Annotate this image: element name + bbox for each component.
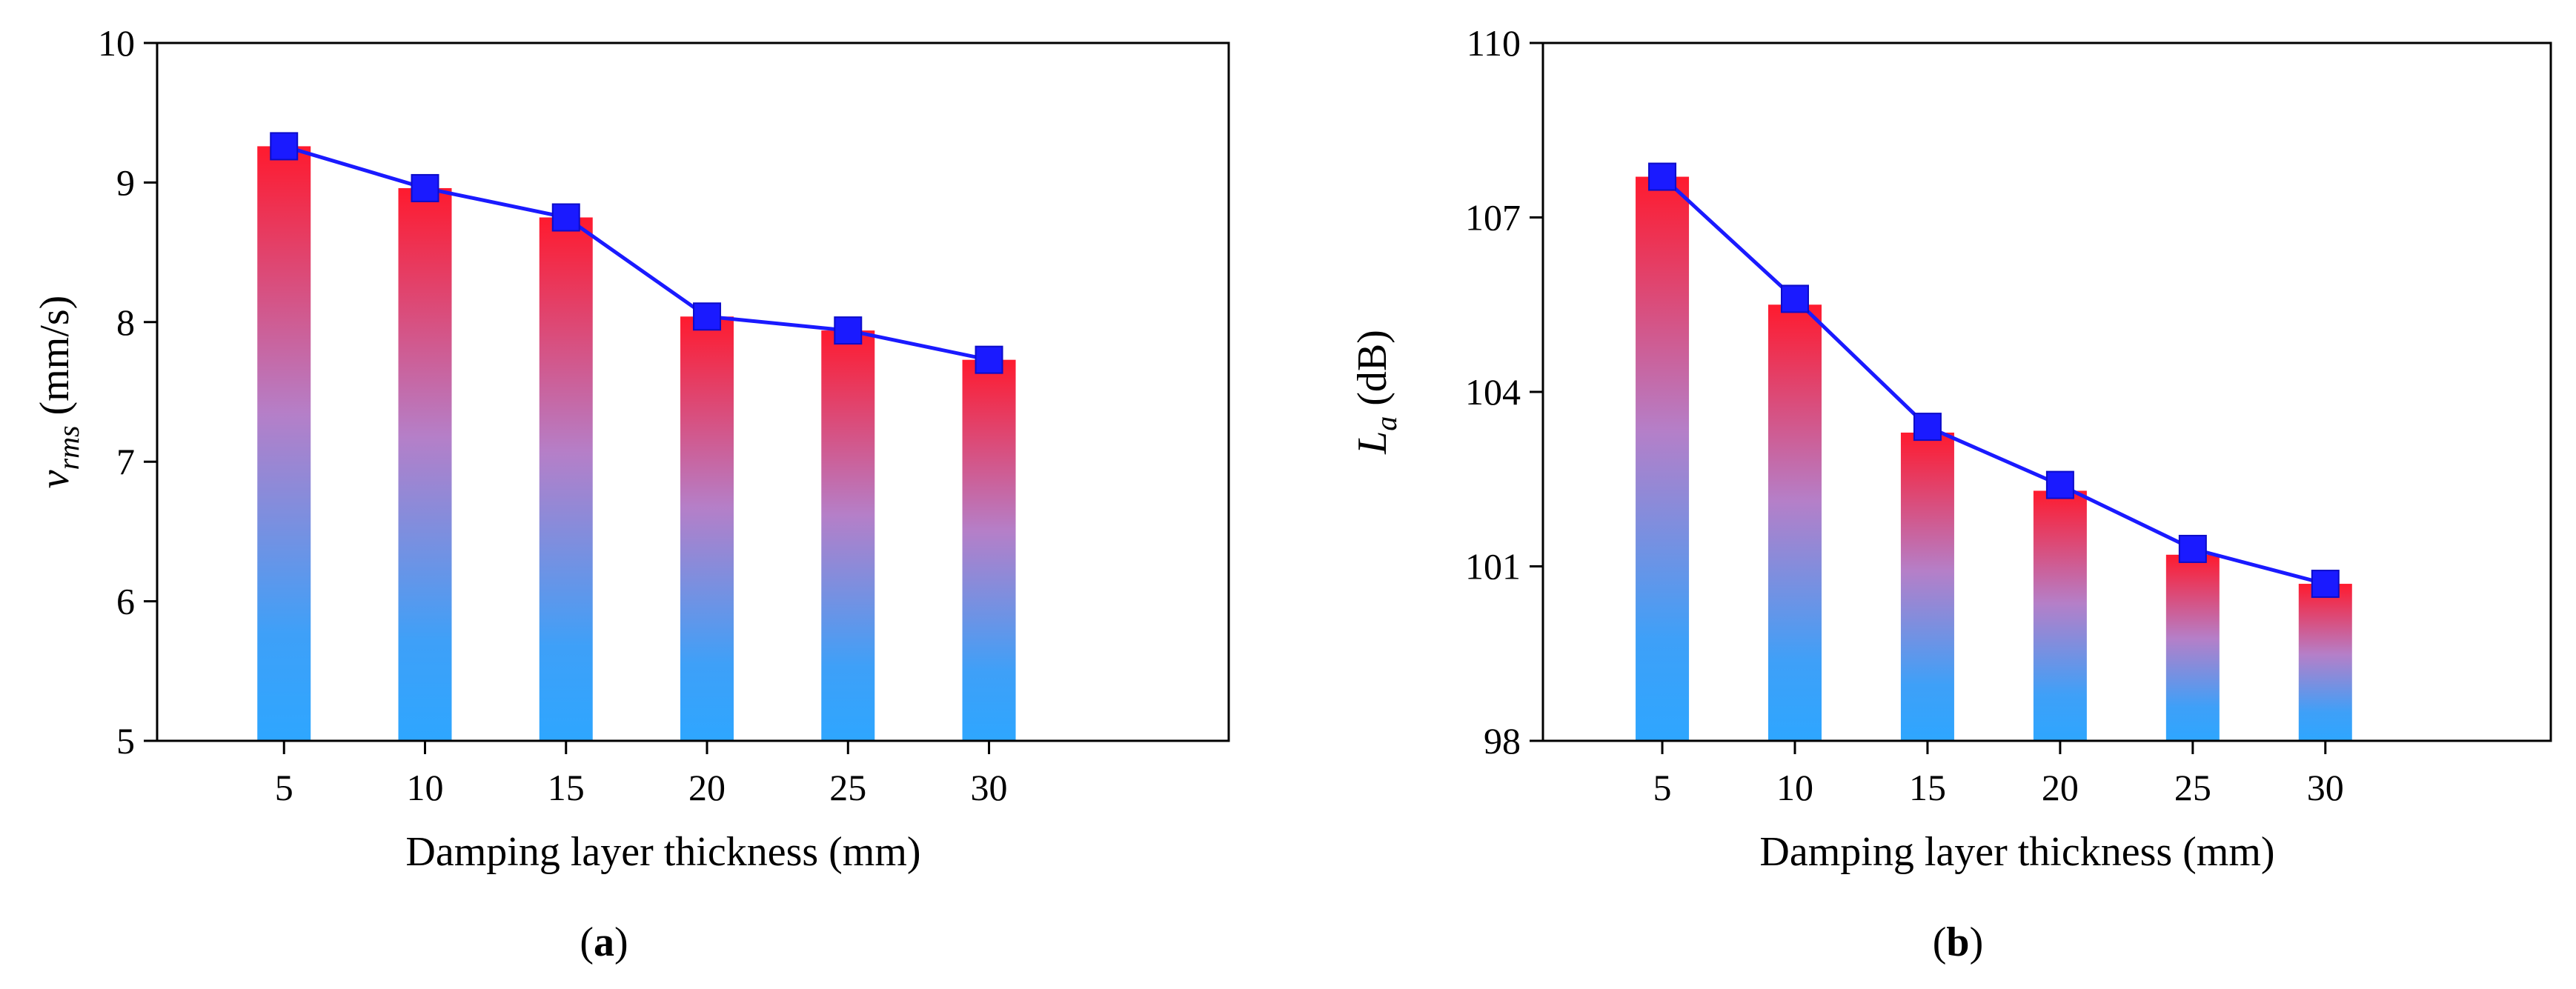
x-tick-label: 20 <box>2042 767 2079 808</box>
chart-panel-1: 5 6 7 8 9 10 5 10 15 20 25 30 Damping layer thicknes… <box>32 22 1230 965</box>
y-axis-subscript: rms <box>52 425 85 470</box>
x-tick-label: 10 <box>407 767 444 808</box>
series-point-20 <box>2045 470 2074 499</box>
panel-label-letter: b <box>1946 919 1969 965</box>
panel-label: (b) <box>1933 919 1983 965</box>
series-point-20 <box>693 302 722 331</box>
series-line <box>1661 175 2326 586</box>
bar-25 <box>821 330 875 741</box>
series-point-30 <box>2311 570 2340 599</box>
panel-label-letter: a <box>594 919 614 965</box>
bar-30 <box>2298 584 2352 741</box>
y-axis-symbol: L <box>1350 431 1395 455</box>
x-tick-label: 5 <box>1653 767 1672 808</box>
x-tick-label: 30 <box>2307 767 2344 808</box>
x-tick-label: 15 <box>1909 767 1946 808</box>
x-tick-label: 20 <box>688 767 726 808</box>
y-tick-label: 6 <box>116 581 135 622</box>
series-point-10 <box>1781 284 1809 313</box>
bar-25 <box>2165 554 2220 741</box>
series-point-25 <box>2178 534 2207 563</box>
series-point-25 <box>834 316 863 345</box>
x-tick-label: 5 <box>275 767 293 808</box>
y-tick-label: 98 <box>1484 720 1521 762</box>
bar-5 <box>1636 176 1690 742</box>
series-point-15 <box>1913 413 1942 442</box>
panel-label-open: ( <box>580 919 594 965</box>
series-point-10 <box>411 173 439 202</box>
bar-10 <box>1768 304 1822 741</box>
y-axis-subscript: a <box>1370 416 1403 431</box>
y-axis-unit: (dB) <box>1350 330 1395 416</box>
x-tick-label: 10 <box>1776 767 1813 808</box>
panel-label: (a) <box>580 919 628 965</box>
series-point-15 <box>551 203 580 232</box>
x-tick-label: 15 <box>548 767 585 808</box>
y-axis-symbol: v <box>32 470 78 488</box>
y-axis-unit: (mm/s) <box>32 296 78 426</box>
y-tick-label: 9 <box>116 161 135 203</box>
panel-label-close: ) <box>614 919 628 965</box>
chart-panel-2: 98 101 104 107 110 5 10 15 20 25 30 Damping layer t… <box>1350 22 2552 965</box>
x-tick-label: 30 <box>971 767 1008 808</box>
bar-30 <box>962 359 1016 742</box>
y-tick-label: 101 <box>1465 546 1521 587</box>
bar-15 <box>1900 432 1954 741</box>
x-axis-title: Damping layer thickness (mm) <box>405 829 920 875</box>
bar-15 <box>539 217 593 741</box>
y-tick-label: 107 <box>1465 197 1521 239</box>
bar-20 <box>2033 490 2087 741</box>
series-point-5 <box>1648 162 1677 191</box>
plot-frame <box>156 41 1230 742</box>
y-tick-label: 104 <box>1465 371 1521 413</box>
y-tick-label: 10 <box>98 22 135 64</box>
y-axis-title: La (dB) <box>1350 330 1403 455</box>
series-point-5 <box>270 132 299 161</box>
y-tick-label: 5 <box>116 720 135 762</box>
series-line <box>283 144 990 362</box>
x-axis-title: Damping layer thickness (mm) <box>1759 829 2274 875</box>
panel-label-close: ) <box>1970 919 1984 965</box>
bar-5 <box>257 146 311 741</box>
bar-20 <box>680 316 734 741</box>
series-point-30 <box>975 345 1003 374</box>
y-tick-label: 8 <box>116 302 135 343</box>
x-tick-label: 25 <box>829 767 866 808</box>
y-tick-label: 110 <box>1467 22 1521 64</box>
bar-10 <box>398 187 452 741</box>
y-tick-label: 7 <box>116 441 135 482</box>
panel-label-open: ( <box>1933 919 1947 965</box>
x-tick-label: 25 <box>2174 767 2211 808</box>
y-axis-title: vrms (mm/s) <box>32 296 85 489</box>
